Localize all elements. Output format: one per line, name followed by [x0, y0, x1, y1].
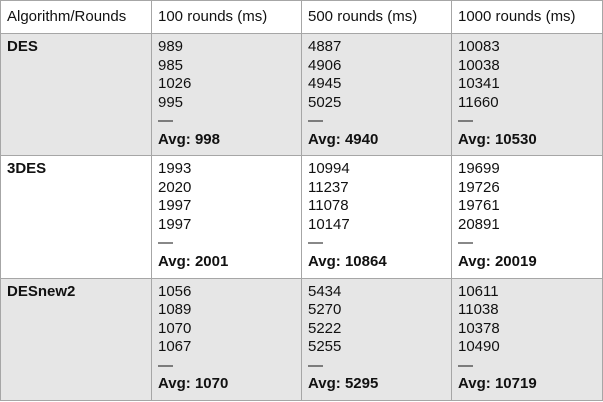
run-value: 10611 [458, 282, 499, 300]
run-value: 5434 [308, 282, 342, 300]
result-cell-500: 4887 4906 4945 5025 — Avg: 4940 [301, 32, 452, 157]
run-value: 10147 [308, 215, 350, 233]
run-value: 995 [158, 93, 184, 111]
algorithm-cell: DES [0, 32, 152, 157]
result-cell-1000: 10083 10038 10341 11660 — Avg: 10530 [451, 32, 603, 157]
run-value: 1997 [158, 197, 192, 215]
run-value: 2020 [158, 178, 192, 196]
result-cell-500: 10994 11237 11078 10147 — Avg: 10864 [301, 155, 452, 279]
average-value: Avg: 10719 [458, 375, 537, 393]
average-value: Avg: 5295 [308, 375, 379, 393]
table-body: DES 989 985 1026 995 — Avg: 998 4887 490… [0, 32, 603, 402]
separator-dash: — [458, 234, 473, 252]
run-value: 4906 [308, 56, 342, 74]
run-value: 20891 [458, 215, 500, 233]
run-value: 10341 [458, 75, 500, 92]
run-value: 1997 [158, 215, 192, 233]
run-value: 1056 [158, 282, 192, 300]
algorithm-name: DES [7, 38, 38, 55]
run-value: 10083 [458, 38, 500, 55]
separator-dash: — [458, 112, 473, 129]
table-row-desnew2: DESnew2 1056 1089 1070 1067 — Avg: 1070 … [0, 277, 603, 402]
run-value: 4887 [308, 38, 342, 55]
run-value: 1067 [158, 338, 192, 356]
average-value: Avg: 20019 [458, 252, 537, 270]
algorithm-name: DESnew2 [7, 282, 76, 300]
run-value: 1070 [158, 319, 192, 337]
header-1000-rounds: 1000 rounds (ms) [451, 0, 603, 34]
algorithm-cell: DESnew2 [0, 277, 152, 402]
run-value: 10994 [308, 160, 350, 178]
run-value: 1089 [158, 301, 192, 319]
run-value: 5270 [308, 301, 342, 319]
separator-dash: — [458, 356, 473, 374]
table-header: Algorithm/Rounds 100 rounds (ms) 500 rou… [0, 0, 603, 34]
run-value: 5222 [308, 319, 342, 337]
run-value: 19726 [458, 178, 500, 196]
algorithm-name: 3DES [7, 160, 47, 178]
run-value: 5255 [308, 338, 342, 356]
result-cell-1000: 19699 19726 19761 20891 — Avg: 20019 [451, 155, 603, 279]
average-value: Avg: 4940 [308, 130, 379, 148]
run-value: 1993 [158, 160, 192, 178]
header-500-rounds: 500 rounds (ms) [301, 0, 452, 34]
run-value: 11237 [308, 178, 349, 196]
header-algorithm-rounds: Algorithm/Rounds [0, 0, 152, 34]
run-value: 989 [158, 38, 184, 55]
average-value: Avg: 998 [158, 130, 220, 148]
table-row-3des: 3DES 1993 2020 1997 1997 — Avg: 2001 109… [0, 155, 603, 279]
algorithm-cell: 3DES [0, 155, 152, 279]
run-value: 985 [158, 56, 184, 74]
separator-dash: — [308, 234, 323, 252]
separator-dash: — [158, 112, 173, 129]
header-100-rounds: 100 rounds (ms) [151, 0, 302, 34]
run-value: 11038 [458, 301, 499, 319]
run-value: 19761 [458, 197, 500, 215]
run-value: 19699 [458, 160, 500, 178]
run-value: 11660 [458, 93, 499, 111]
table-row-des: DES 989 985 1026 995 — Avg: 998 4887 490… [0, 32, 603, 157]
average-value: Avg: 10864 [308, 252, 387, 270]
result-cell-100: 1056 1089 1070 1067 — Avg: 1070 [151, 277, 302, 402]
run-value: 10490 [458, 338, 500, 356]
separator-dash: — [308, 112, 323, 129]
run-value: 5025 [308, 93, 342, 111]
run-value: 4945 [308, 75, 342, 92]
result-cell-100: 989 985 1026 995 — Avg: 998 [151, 32, 302, 157]
result-cell-1000: 10611 11038 10378 10490 — Avg: 10719 [451, 277, 603, 402]
average-value: Avg: 2001 [158, 252, 229, 270]
run-value: 10378 [458, 319, 500, 337]
separator-dash: — [158, 234, 173, 252]
result-cell-500: 5434 5270 5222 5255 — Avg: 5295 [301, 277, 452, 402]
run-value: 11078 [308, 197, 349, 215]
separator-dash: — [158, 356, 173, 374]
run-value: 1026 [158, 75, 192, 92]
average-value: Avg: 1070 [158, 375, 229, 393]
run-value: 10038 [458, 56, 500, 74]
result-cell-100: 1993 2020 1997 1997 — Avg: 2001 [151, 155, 302, 279]
separator-dash: — [308, 356, 323, 374]
average-value: Avg: 10530 [458, 130, 537, 148]
header-row: Algorithm/Rounds 100 rounds (ms) 500 rou… [0, 0, 603, 34]
